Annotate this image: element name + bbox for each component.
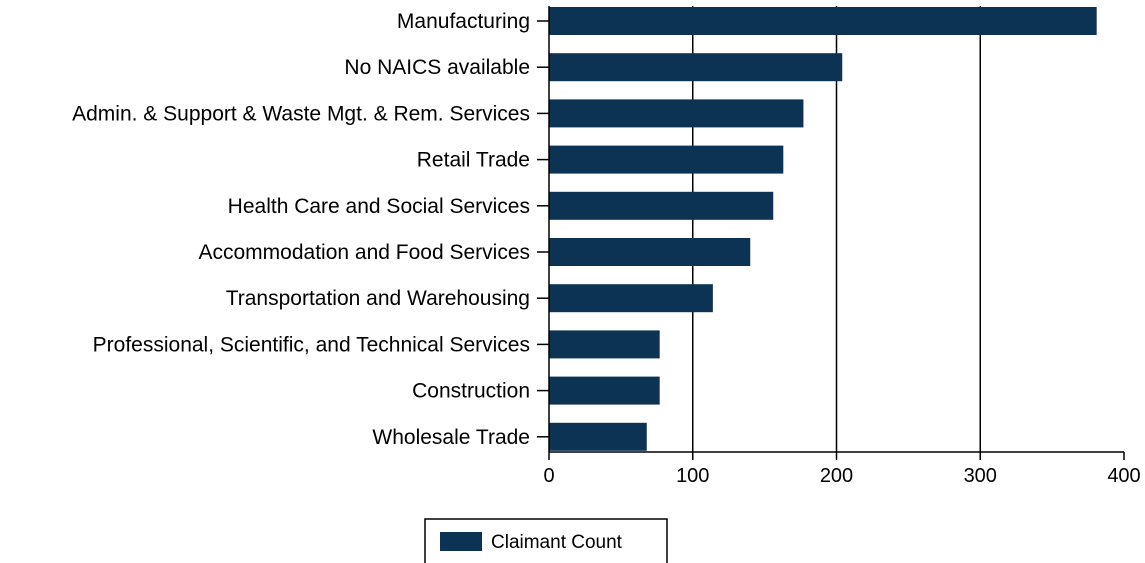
- bar-4: [549, 191, 774, 220]
- bar-0: [549, 7, 1097, 35]
- category-label: Wholesale Trade: [372, 426, 530, 449]
- category-label: Construction: [412, 380, 530, 403]
- x-tick-label: 200: [820, 465, 853, 487]
- bar-6: [549, 284, 713, 313]
- bar-2: [549, 99, 804, 128]
- bar-5: [549, 238, 751, 266]
- bar-9: [549, 422, 647, 451]
- x-tick-label: 0: [543, 465, 554, 487]
- category-label: Transportation and Warehousing: [226, 287, 530, 310]
- bar-3: [549, 145, 784, 174]
- x-tick-label: 100: [676, 465, 709, 487]
- legend-label: Claimant Count: [491, 532, 623, 553]
- category-label: Retail Trade: [417, 149, 530, 172]
- category-label: Manufacturing: [397, 10, 530, 33]
- x-tick-labels: 0 100 200 300 400: [543, 465, 1140, 487]
- bar-8: [549, 376, 660, 405]
- category-label: Admin. & Support & Waste Mgt. & Rem. Ser…: [72, 102, 530, 125]
- category-label: Health Care and Social Services: [228, 195, 530, 218]
- bar-7: [549, 330, 660, 359]
- bar-1: [549, 53, 843, 82]
- x-tick-label: 400: [1107, 465, 1140, 487]
- category-label: Professional, Scientific, and Technical …: [93, 333, 530, 356]
- category-labels: Manufacturing No NAICS available Admin. & …: [72, 10, 530, 449]
- x-tick-label: 300: [964, 465, 997, 487]
- category-label: Accommodation and Food Services: [199, 241, 531, 264]
- legend: Claimant Count: [424, 518, 668, 563]
- legend-swatch: [440, 532, 482, 551]
- axes: [537, 6, 1125, 460]
- bars: [549, 7, 1097, 451]
- category-label: No NAICS available: [344, 56, 530, 79]
